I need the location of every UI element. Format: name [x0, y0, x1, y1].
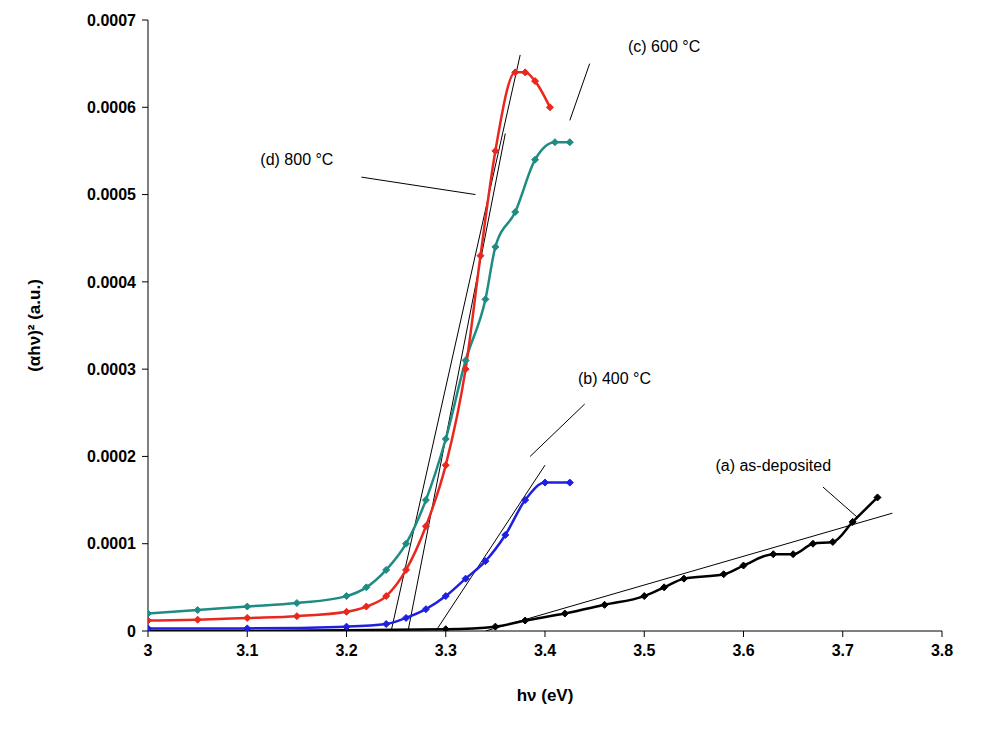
svg-text:0.0007: 0.0007: [87, 12, 136, 29]
svg-text:3.5: 3.5: [633, 642, 655, 659]
svg-text:3.6: 3.6: [732, 642, 754, 659]
svg-text:(c) 600 °C: (c) 600 °C: [628, 38, 700, 55]
svg-text:0.0005: 0.0005: [87, 186, 136, 203]
svg-text:(αhν)² (a.u.): (αhν)² (a.u.): [25, 279, 44, 372]
svg-text:3.1: 3.1: [236, 642, 258, 659]
svg-text:3.7: 3.7: [832, 642, 854, 659]
svg-text:0.0006: 0.0006: [87, 99, 136, 116]
svg-text:0.0003: 0.0003: [87, 361, 136, 378]
svg-text:3.4: 3.4: [534, 642, 556, 659]
svg-text:3.3: 3.3: [435, 642, 457, 659]
svg-text:(d) 800 °C: (d) 800 °C: [260, 151, 333, 168]
svg-text:0: 0: [127, 623, 136, 640]
svg-text:3.2: 3.2: [335, 642, 357, 659]
svg-text:0.0001: 0.0001: [87, 535, 136, 552]
svg-text:(a) as-deposited: (a) as-deposited: [715, 457, 831, 474]
svg-text:hν (eV): hν (eV): [517, 686, 574, 705]
svg-text:3.8: 3.8: [931, 642, 953, 659]
svg-text:3: 3: [144, 642, 153, 659]
svg-text:0.0002: 0.0002: [87, 448, 136, 465]
svg-text:0.0004: 0.0004: [87, 274, 136, 291]
svg-text:(b) 400 °C: (b) 400 °C: [578, 370, 651, 387]
